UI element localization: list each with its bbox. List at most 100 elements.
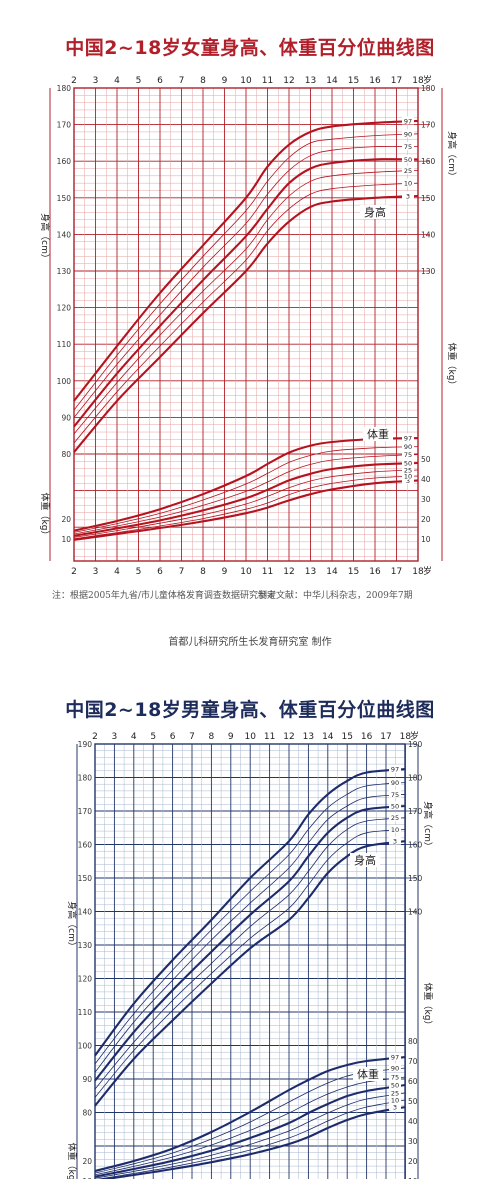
height-tick-label-right: 180 [408, 774, 423, 783]
height-curve-p75 [94, 793, 406, 1073]
x-tick-label-bottom: 2 [71, 567, 77, 577]
weight-tick-label-right: 10 [421, 535, 431, 544]
height-percentile-label-p10: 10 [404, 180, 412, 188]
weight-percentile-label-p10: 10 [404, 473, 412, 481]
height-tick-label-left: 170 [57, 121, 72, 130]
height-tick-label-left: 190 [78, 740, 93, 749]
weight-label-bg-p90 [389, 1063, 401, 1072]
weight-curve-p97 [94, 1055, 406, 1173]
height-label-bg-p10 [402, 178, 414, 187]
plot-border [73, 87, 419, 562]
height-curve-p97 [73, 119, 419, 402]
height-tick-label-right: 190 [408, 740, 423, 749]
x-tick-label-top: 4 [131, 732, 137, 742]
weight-tick-label-right: 40 [421, 475, 431, 484]
x-tick-label-top: 16 [361, 732, 373, 742]
x-tick-label-top: 5 [136, 76, 142, 86]
girl-chart-title: 中国2~18岁女童身高、体重百分位曲线图 [65, 37, 435, 59]
height-tick-label-left: 130 [57, 267, 72, 276]
weight-label-bg-p75 [389, 1072, 401, 1081]
height-tick-label-left: 110 [78, 1008, 93, 1017]
height-tick-label-left: 80 [82, 1109, 92, 1118]
height-tick-label-left: 150 [78, 874, 93, 883]
weight-percentile-label-p3: 3 [406, 477, 410, 485]
weight-label-bg-p97 [389, 1052, 401, 1061]
height-curve-p3 [94, 840, 406, 1107]
x-tick-label-top: 15 [348, 76, 359, 86]
weight-tick-label-right: 80 [408, 1037, 418, 1046]
height-tick-label-left: 180 [78, 774, 93, 783]
height-percentile-label-p50: 50 [391, 802, 399, 810]
weight-tick-label-right: 20 [421, 515, 431, 524]
x-tick-label-bottom: 15 [348, 567, 359, 577]
weight-percentile-label-p90: 90 [404, 443, 412, 451]
x-tick-label-bottom: 16 [369, 567, 381, 577]
height-curve-p50 [73, 158, 419, 428]
boy-growth-chart: 2 3 4 5 6 7 8 9 10 11 12 13 14 15 16 17 18岁 80 90 100 110 120… [66, 730, 434, 1179]
weight-label-bg-p90 [402, 442, 414, 451]
height-tick-label-left: 160 [57, 157, 72, 166]
weight-percentile-label-p3: 3 [393, 1104, 397, 1112]
weight-tick-label-right: 30 [408, 1137, 418, 1146]
weight-label-bg-p3 [402, 475, 414, 484]
weight-percentile-label-p97: 97 [404, 435, 412, 443]
height-tick-label-left: 160 [78, 841, 93, 850]
height-curve-p50 [94, 804, 406, 1082]
x-tick-label-top: 3 [93, 76, 99, 86]
weight-percentile-label-p90: 90 [391, 1065, 399, 1073]
height-label-bg-p10 [389, 824, 401, 833]
height-axis-title-left: 身高（cm） [39, 213, 51, 263]
height-label-bg-p25 [402, 165, 414, 174]
height-label-bg-p75 [389, 789, 401, 798]
girl-note: 注：根据2005年九省/市儿童体格发育调查数据研究制定 [52, 591, 276, 601]
height-tick-label-left: 90 [82, 1075, 92, 1084]
x-tick-label-top: 2 [71, 76, 77, 86]
height-label-bg-p97 [389, 764, 401, 773]
x-tick-label-top: 7 [189, 732, 195, 742]
height-label-bg-p75 [402, 142, 414, 151]
weight-percentile-label-p25: 25 [404, 467, 412, 475]
height-label-bg-p97 [402, 116, 414, 125]
girl-growth-chart: 2 2 3 3 4 4 5 5 6 6 7 7 8 8 9 9 10 10 11 11 12 12 13 13 14 14 15 15… [39, 74, 458, 577]
height-curve-p90 [73, 133, 419, 411]
x-tick-label-bottom: 12 [283, 567, 294, 577]
height-label-bg-p90 [402, 129, 414, 138]
weight-curve-p25 [73, 469, 419, 538]
x-tick-label-top: 13 [305, 76, 316, 86]
height-tick-label-left: 90 [61, 413, 71, 422]
height-tick-label-left: 80 [61, 450, 71, 459]
weight-axis-title-right: 体重（kg） [422, 983, 434, 1030]
height-curve-label: 身高 [354, 853, 376, 867]
weight-curve-p3 [73, 479, 419, 541]
height-curve-p10 [94, 829, 406, 1098]
height-axis-title-left: 身高（cm） [66, 901, 78, 951]
x-tick-label-top: 17 [391, 76, 402, 86]
height-tick-label-right: 140 [408, 908, 423, 917]
x-tick-label-bottom: 10 [240, 567, 252, 577]
weight-curve-p10 [96, 1099, 406, 1179]
boy-chart-title: 中国2~18岁男童身高、体重百分位曲线图 [65, 699, 435, 721]
height-tick-label-right: 160 [408, 841, 423, 850]
weight-percentile-label-p97: 97 [391, 1054, 399, 1062]
x-tick-label-bottom: 6 [157, 567, 163, 577]
height-label-bg-p50 [402, 154, 414, 163]
height-curve-label: 身高 [364, 205, 386, 219]
height-percentile-label-p3: 3 [406, 192, 410, 200]
weight-label-bg-p25 [389, 1088, 401, 1097]
x-tick-label-top: 14 [322, 732, 334, 742]
height-curve-p10 [73, 182, 419, 444]
height-label-bg-p25 [389, 813, 401, 822]
weight-tick-label-right: 10 [408, 1177, 418, 1179]
weight-curve-p90 [94, 1067, 406, 1174]
weight-tick-label-right: 20 [408, 1157, 418, 1166]
height-percentile-label-p3: 3 [393, 838, 397, 846]
weight-label-bg-p10 [402, 471, 414, 480]
height-percentile-label-p25: 25 [391, 814, 399, 822]
weight-curve-p50 [94, 1083, 406, 1178]
height-curve-p90 [94, 782, 406, 1065]
grid [94, 743, 406, 1179]
weight-percentile-label-p10: 10 [391, 1097, 399, 1105]
x-tick-label-top: 18 [412, 76, 424, 86]
height-tick-label-left: 100 [78, 1042, 93, 1051]
girl-reference: 参考文献：中华儿科杂志，2009年7期 [258, 591, 413, 601]
